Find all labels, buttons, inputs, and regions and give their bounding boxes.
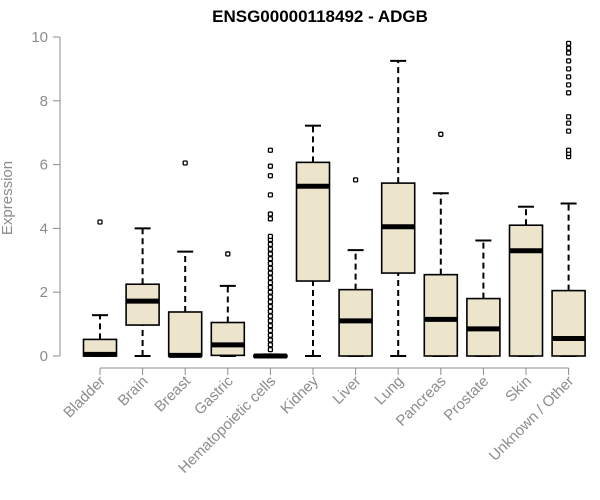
- outlier-point: [182, 160, 188, 166]
- outlier-point: [565, 40, 572, 47]
- y-tick-label: 10: [31, 29, 48, 46]
- outlier-point: [267, 279, 274, 286]
- outlier-point: [267, 289, 274, 295]
- outlier-point: [267, 147, 274, 153]
- outlier-point: [267, 332, 274, 338]
- outlier-point: [267, 233, 274, 240]
- outlier-point: [267, 256, 274, 262]
- outlier-point: [438, 131, 444, 137]
- outlier-point: [267, 303, 274, 310]
- x-tick-label: Liver: [329, 373, 364, 408]
- outlier-point: [267, 308, 274, 314]
- chart-title: ENSG00000118492 - ADGB: [212, 7, 428, 26]
- outlier-point: [267, 318, 274, 324]
- box-iqr: [125, 283, 160, 326]
- y-axis: 0 2 4 6 8 10: [31, 29, 61, 365]
- outlier-point: [267, 323, 274, 329]
- outlier-point: [267, 299, 274, 305]
- x-tick-label: Skin: [502, 373, 535, 406]
- outlier-point: [565, 90, 572, 96]
- box-group: [253, 147, 288, 359]
- outlier-point: [565, 50, 572, 56]
- y-tick-label: 0: [40, 348, 48, 365]
- outlier-point: [267, 173, 274, 179]
- y-tick-label: 4: [40, 220, 48, 237]
- outlier-point: [267, 216, 274, 222]
- x-tick-label: Breast: [151, 372, 194, 415]
- box-iqr: [210, 321, 246, 357]
- outlier-point: [267, 163, 274, 169]
- y-tick-label: 6: [40, 157, 48, 174]
- box-iqr: [508, 224, 544, 357]
- outlier-point: [267, 284, 274, 291]
- outlier-point: [267, 211, 274, 217]
- outlier-point: [267, 327, 274, 334]
- outlier-point: [267, 246, 274, 252]
- y-tick-label: 2: [40, 284, 48, 301]
- outlier-point: [565, 147, 572, 153]
- outlier-point: [97, 219, 103, 225]
- outlier-point: [267, 346, 274, 353]
- outlier-point: [267, 260, 274, 267]
- outlier-point: [267, 337, 274, 343]
- outlier-point: [565, 58, 572, 64]
- box-iqr: [167, 311, 203, 357]
- box-group: [380, 59, 416, 357]
- outlier-point: [267, 275, 274, 281]
- outlier-point: [565, 74, 572, 80]
- box-group: [508, 205, 544, 357]
- box-series: [82, 40, 586, 359]
- outlier-point: [267, 265, 274, 271]
- outlier-point: [565, 128, 572, 134]
- x-tick-label: Bladder: [60, 373, 109, 422]
- box-iqr: [551, 289, 586, 357]
- outlier-point: [267, 294, 274, 300]
- box-group: [82, 219, 118, 357]
- outlier-point: [267, 270, 274, 276]
- outlier-point: [267, 342, 274, 348]
- box-group: [466, 239, 501, 357]
- outlier-point: [565, 66, 572, 72]
- y-tick-label: 8: [40, 93, 48, 110]
- x-tick-label: Lung: [371, 373, 407, 409]
- outlier-point: [565, 120, 572, 126]
- box-group: [338, 177, 373, 357]
- box-group: [295, 124, 331, 357]
- box-group: [210, 251, 246, 357]
- box-iqr: [295, 161, 331, 282]
- outlier-point: [225, 251, 231, 257]
- outlier-point: [565, 45, 572, 51]
- box-group: [125, 227, 160, 357]
- outlier-point: [267, 241, 274, 248]
- outlier-point: [267, 192, 274, 198]
- y-axis-label: Expression: [0, 161, 16, 235]
- outlier-point: [267, 313, 274, 319]
- outlier-point: [267, 251, 274, 257]
- outlier-point: [565, 114, 572, 120]
- box-iqr: [423, 273, 459, 357]
- x-tick-label: Kidney: [277, 372, 322, 417]
- outlier-point: [565, 82, 572, 88]
- outlier-point: [352, 177, 359, 183]
- box-group: [423, 131, 459, 357]
- x-tick-label: Brain: [115, 373, 152, 410]
- box-group: [167, 160, 203, 358]
- x-tick-label: Prostate: [441, 373, 493, 425]
- box-group: [551, 40, 586, 357]
